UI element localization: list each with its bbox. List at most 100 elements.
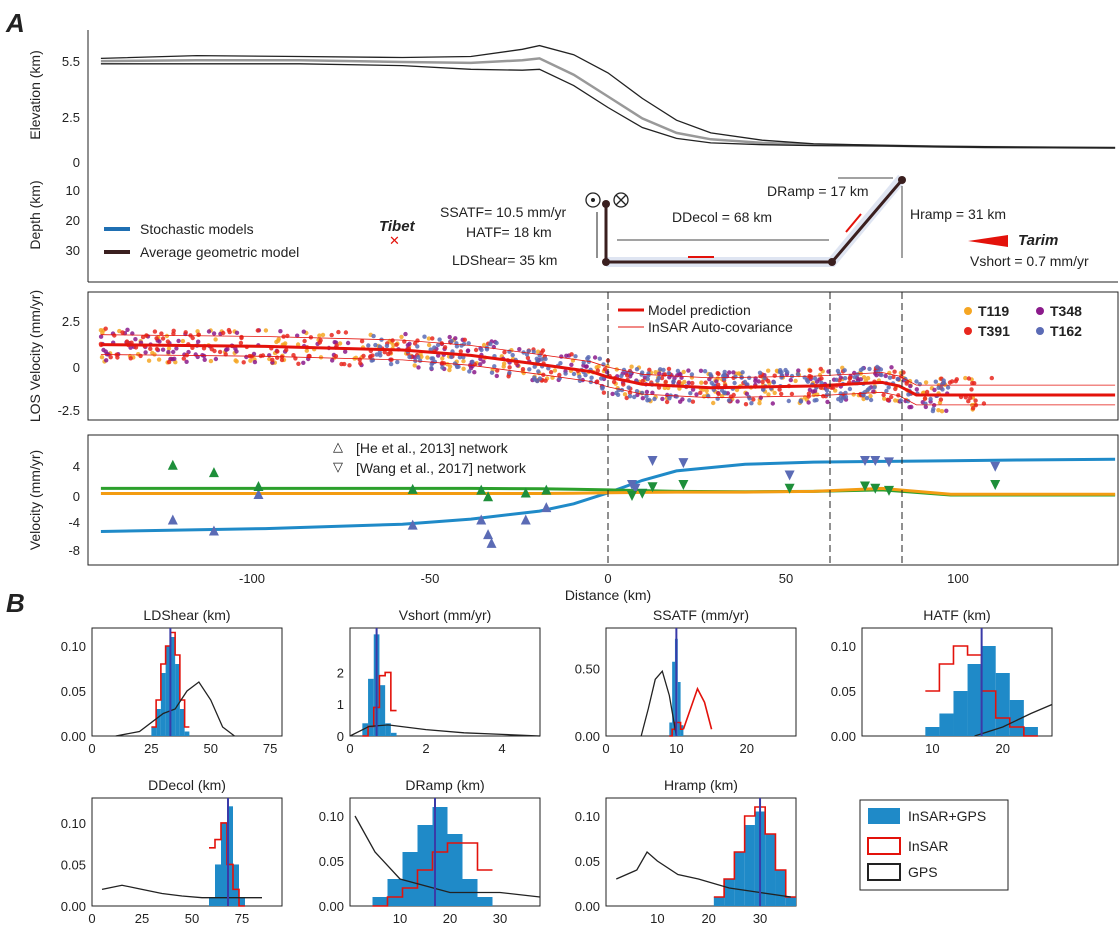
hist-ytick: 0.00 — [61, 899, 86, 914]
gps-station-marker — [647, 482, 658, 493]
los-point-T391 — [390, 338, 395, 343]
los-point-T162 — [852, 375, 857, 380]
hist-bar-insar-gps — [402, 852, 418, 906]
los-point-T348 — [660, 396, 665, 402]
hist-step-gps — [974, 703, 1053, 737]
xtick: -50 — [421, 571, 440, 586]
los-point-T391 — [806, 391, 812, 396]
los-point-T162 — [449, 354, 454, 360]
los-point-T119 — [736, 371, 741, 376]
los-point-T391 — [602, 367, 608, 372]
los-point-T348 — [825, 399, 830, 405]
los-point-T162 — [417, 358, 423, 363]
los-point-T391 — [595, 379, 600, 384]
los-point-T119 — [99, 355, 105, 360]
legend-average-label: Average geometric model — [140, 244, 299, 260]
los-point-T391 — [662, 372, 668, 377]
los-point-T391 — [970, 381, 975, 386]
los-point-T162 — [494, 340, 499, 346]
los-point-T391 — [881, 392, 886, 398]
los-point-T391 — [359, 339, 365, 344]
los-point-T162 — [639, 372, 644, 377]
los-point-T162 — [936, 385, 941, 390]
gps-ytick: 0 — [73, 489, 80, 504]
gps-station-marker — [870, 455, 881, 466]
los-velocity-plot: LOS Velocity (mm/yr) 2.5 0 -2.5 Model pr… — [27, 290, 1119, 422]
legend-gps-label: GPS — [908, 864, 938, 880]
legend-he-marker-icon: △ — [333, 439, 343, 454]
los-point-T391 — [166, 359, 172, 365]
elevation-ytick: 2.5 — [62, 110, 80, 125]
los-point-T348 — [143, 350, 148, 355]
los-point-T119 — [425, 355, 430, 360]
los-point-T391 — [442, 345, 448, 350]
los-point-T391 — [160, 336, 166, 341]
los-point-T391 — [525, 355, 531, 361]
los-point-T162 — [395, 359, 400, 365]
los-point-T391 — [891, 374, 896, 380]
los-point-T348 — [807, 387, 813, 393]
los-point-T162 — [875, 364, 880, 370]
into-page-icon — [613, 192, 629, 208]
xtick: 100 — [947, 571, 969, 586]
los-point-T391 — [415, 338, 420, 343]
histogram-legend: InSAR+GPS InSAR GPS — [859, 799, 1009, 891]
fault-node — [602, 200, 610, 208]
los-point-T391 — [108, 355, 113, 360]
los-point-T162 — [838, 395, 844, 400]
los-point-T348 — [330, 358, 335, 363]
hist-bar-insar-gps — [680, 725, 684, 736]
los-point-T162 — [835, 368, 841, 374]
gps-station-marker — [626, 491, 637, 501]
hist-title: DDecol (km) — [148, 777, 226, 793]
los-point-T391 — [226, 327, 232, 333]
hist-title: HATF (km) — [923, 607, 990, 623]
los-point-T391 — [357, 357, 362, 362]
los-point-T162 — [388, 361, 394, 367]
los-point-T348 — [686, 380, 691, 385]
los-point-T348 — [714, 379, 719, 384]
los-point-T162 — [898, 398, 904, 403]
hist-bar-insar-gps — [179, 709, 185, 736]
hist-ytick: 0.10 — [575, 809, 600, 824]
los-point-T348 — [858, 377, 863, 382]
hist-bar-insar-gps — [390, 732, 397, 736]
los-point-T162 — [563, 371, 568, 376]
ramp-slip-arrow-icon — [845, 213, 862, 233]
los-point-T119 — [622, 392, 628, 397]
los-point-T348 — [174, 346, 179, 351]
los-point-T162 — [422, 334, 427, 339]
gps-station-marker — [784, 483, 795, 494]
los-point-T391 — [772, 373, 777, 378]
los-point-T348 — [796, 368, 801, 373]
los-point-T162 — [407, 354, 412, 360]
legend-wang-marker-icon: ▽ — [333, 459, 343, 474]
los-point-T391 — [152, 329, 158, 334]
los-point-T391 — [284, 347, 289, 353]
los-point-T391 — [808, 368, 813, 373]
hist-xtick: 0 — [602, 741, 609, 756]
los-point-T391 — [647, 367, 652, 372]
los-point-T162 — [687, 398, 692, 403]
los-point-T162 — [798, 399, 804, 404]
gps-station-marker — [883, 457, 894, 468]
los-point-T162 — [416, 354, 421, 360]
hist-bar-insar-gps — [995, 673, 1010, 736]
los-point-T348 — [665, 392, 670, 398]
hist-xtick: 75 — [263, 741, 277, 756]
hist-bar-insar-gps — [184, 731, 190, 736]
fault-node — [898, 176, 906, 184]
gps-station-marker — [167, 459, 178, 470]
los-point-T119 — [882, 396, 887, 401]
los-point-T162 — [771, 380, 777, 385]
gps-station-marker — [476, 484, 487, 495]
los-point-T348 — [494, 373, 499, 379]
hist-bar-insar-gps — [175, 664, 180, 736]
legend-insar-swatch — [867, 837, 901, 855]
los-point-T391 — [624, 395, 629, 401]
los-point-T348 — [202, 357, 207, 362]
los-point-T391 — [779, 391, 784, 397]
los-point-T391 — [502, 350, 507, 355]
los-point-T119 — [939, 409, 945, 414]
gps-station-marker — [990, 461, 1001, 472]
